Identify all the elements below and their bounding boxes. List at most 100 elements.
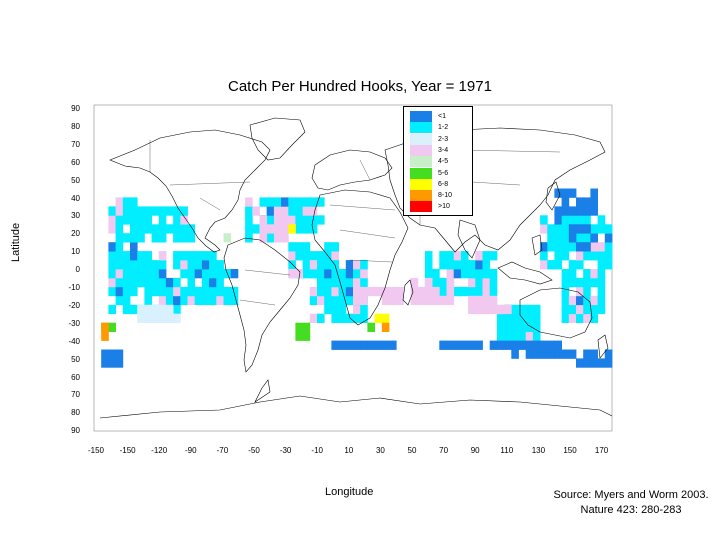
legend-item: 8-10	[410, 190, 452, 202]
catch-cell	[295, 242, 303, 252]
catch-cell	[230, 269, 239, 279]
catch-cell	[108, 277, 116, 288]
catch-cell	[338, 340, 347, 350]
catch-cell	[108, 322, 116, 332]
latitude-tick-label: 0	[75, 265, 80, 275]
catch-cell	[130, 269, 138, 279]
catch-cell	[194, 269, 203, 279]
catch-cell	[568, 242, 577, 252]
catch-cell	[381, 286, 390, 297]
legend-label: 4-5	[438, 158, 449, 166]
catch-cell	[144, 304, 152, 315]
catch-cell	[331, 251, 339, 261]
legend-swatch	[410, 111, 432, 122]
catch-cell	[137, 313, 145, 323]
catch-cell	[331, 242, 339, 252]
legend-label: <1	[438, 113, 446, 120]
catch-cell	[353, 304, 361, 315]
catch-cell	[216, 286, 224, 297]
legend: <1 1-2 2-3 3-4 4-5 5-6 6-8 8-10 >10	[403, 106, 473, 216]
source-citation: Source: Myers and Worm 2003. Nature 423:…	[540, 488, 720, 518]
catch-cells	[101, 188, 613, 368]
legend-label: 5-6	[438, 169, 449, 177]
catch-cell	[576, 286, 584, 297]
legend-label: >10	[438, 203, 450, 211]
catch-cell	[460, 269, 469, 279]
latitude-tick-label: 30	[71, 211, 80, 221]
catch-cell	[518, 340, 527, 350]
catch-cell	[446, 286, 455, 297]
indonesia-coast	[497, 261, 553, 285]
catch-cell	[281, 197, 289, 207]
catch-cell	[281, 224, 289, 234]
catch-cell	[547, 233, 555, 243]
catch-cell	[576, 304, 584, 315]
catch-cell	[576, 260, 584, 270]
catch-cell	[504, 331, 512, 341]
catch-cell	[353, 269, 361, 279]
catch-cell	[583, 295, 591, 306]
catch-cell	[130, 277, 138, 288]
catch-cell	[273, 206, 282, 216]
catch-cell	[295, 251, 303, 261]
catch-cell	[137, 251, 145, 261]
catch-cell	[151, 277, 160, 288]
catch-cell	[583, 349, 591, 359]
catch-cell	[446, 295, 455, 306]
catch-cell	[576, 358, 584, 368]
catch-cell	[115, 206, 124, 216]
catch-cell	[511, 331, 519, 341]
catch-cell	[597, 358, 606, 368]
catch-cell	[173, 286, 181, 297]
catch-cell	[122, 233, 131, 243]
catch-cell	[288, 206, 296, 216]
catch-cell	[561, 304, 570, 315]
catch-cell	[590, 277, 598, 288]
catch-cell	[317, 260, 325, 270]
catch-cell	[489, 269, 498, 279]
catch-cell	[158, 206, 167, 216]
catch-cell	[604, 233, 613, 243]
catch-cell	[475, 286, 483, 297]
catch-cell	[424, 260, 433, 270]
catch-cell	[381, 295, 390, 306]
catch-cell	[108, 260, 116, 270]
catch-cell	[302, 251, 311, 261]
longitude-tick-label: -10	[311, 446, 323, 455]
catch-cell	[511, 340, 519, 350]
catch-cell	[489, 277, 498, 288]
catch-cell	[568, 233, 577, 243]
catch-cell	[568, 304, 577, 315]
catch-cell	[568, 277, 577, 288]
catch-cell	[144, 269, 152, 279]
catch-cell	[410, 286, 419, 297]
catch-cell	[482, 269, 491, 279]
catch-cell	[547, 349, 555, 359]
catch-cell	[568, 260, 577, 270]
catch-cell	[302, 331, 311, 341]
catch-cell	[597, 286, 606, 297]
catch-cell	[511, 304, 519, 315]
catch-cell	[137, 269, 145, 279]
catch-cell	[540, 340, 548, 350]
catch-cell	[187, 269, 196, 279]
catch-cell	[331, 340, 339, 350]
catch-cell	[554, 188, 562, 198]
catch-cell	[137, 215, 145, 225]
catch-cell	[151, 286, 160, 297]
catch-cell	[266, 215, 275, 225]
catch-cell	[496, 322, 505, 332]
madagascar-coast	[402, 279, 414, 306]
catch-cell	[590, 358, 598, 368]
catch-cell	[317, 251, 325, 261]
catch-cell	[482, 260, 491, 270]
catch-cell	[331, 269, 339, 279]
catch-cell	[115, 358, 124, 368]
catch-cell	[209, 286, 217, 297]
catch-cell	[439, 260, 447, 270]
catch-cell	[360, 304, 368, 315]
y-axis-label: Latitude	[10, 222, 22, 262]
legend-item: 3-4	[410, 144, 448, 156]
catch-cell	[489, 251, 498, 261]
catch-cell	[317, 313, 325, 323]
